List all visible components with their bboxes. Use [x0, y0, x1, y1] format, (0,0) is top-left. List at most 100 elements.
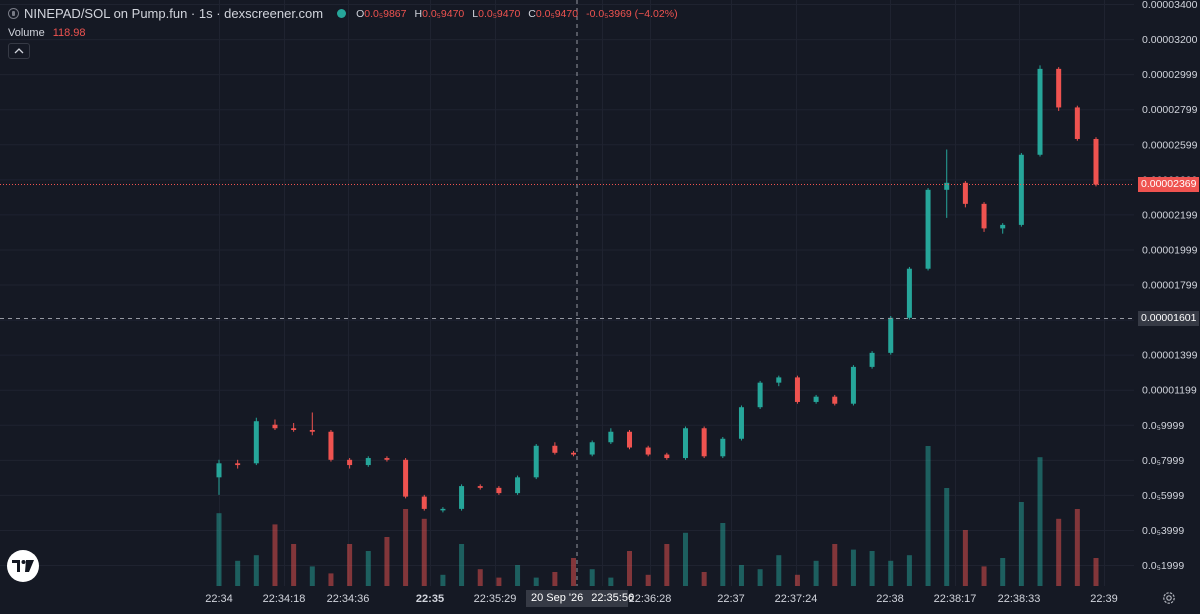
candle-body: [720, 438, 726, 457]
volume-bar: [571, 558, 577, 586]
candle-body: [925, 189, 931, 269]
volume-bar: [1074, 509, 1080, 586]
volume-bar: [421, 518, 427, 586]
candle-body: [459, 486, 465, 509]
candle-body: [627, 431, 633, 448]
candle-body: [384, 458, 390, 460]
candle-body: [272, 424, 278, 429]
time-tick-label: 22:38: [876, 593, 904, 605]
candlestick-series: [216, 65, 1099, 513]
volume-bar: [794, 574, 800, 586]
candle-body: [608, 431, 614, 443]
volume-bar: [1018, 502, 1024, 586]
candle-body: [944, 182, 950, 190]
volume-bars: [216, 446, 1099, 586]
volume-bar: [906, 555, 912, 586]
volume-bar: [664, 544, 670, 586]
candle-body: [682, 428, 688, 459]
price-tick-label: 0.00002999: [1142, 69, 1198, 81]
price-tick-label: 0.00002799: [1142, 104, 1198, 116]
crosshair-price-label: 0.00001601: [1138, 311, 1200, 326]
volume-bar: [627, 551, 633, 586]
candle-body: [1037, 68, 1043, 155]
candle-body: [291, 428, 297, 430]
price-axis[interactable]: 0.00003400 0.00003200 0.00002999 0.00002799…: [1142, 0, 1198, 572]
price-tick-label: 0.0₅3999: [1142, 525, 1184, 537]
price-tick-label: 0.0₅9999: [1142, 420, 1184, 432]
last-price-label: 0.00002369: [1138, 177, 1200, 192]
collapse-legend-button[interactable]: [8, 43, 30, 59]
volume-label: Volume: [8, 27, 45, 39]
time-tick-label: 22:37:24: [775, 593, 818, 605]
ohlc-high: H0.0₅9470: [414, 7, 465, 20]
volume-bar: [869, 551, 875, 586]
candle-body: [253, 421, 259, 464]
candle-body: [347, 459, 353, 466]
volume-bar: [645, 574, 651, 586]
volume-bar: [1093, 558, 1099, 586]
volume-bar: [888, 560, 894, 586]
volume-bar: [850, 549, 856, 586]
market-status-icon: [337, 9, 347, 18]
volume-bar: [440, 574, 446, 586]
price-tick-label: 0.00003200: [1142, 34, 1198, 46]
volume-bar: [757, 569, 763, 586]
candle-body: [776, 377, 782, 383]
candle-body: [645, 447, 651, 455]
candle-body: [1056, 68, 1062, 108]
time-tick-label: 22:38:33: [998, 593, 1041, 605]
volume-bar: [589, 569, 595, 586]
pair-coin-icon: [8, 8, 19, 19]
price-tick-label: 0.00002199: [1142, 209, 1198, 221]
price-tick-label: 0.00003400: [1142, 0, 1198, 11]
volume-bar: [216, 513, 222, 586]
time-axis[interactable]: 22:34 22:34:18 22:34:36 22:35 22:35:29 22:36:…: [205, 593, 1118, 605]
volume-bar: [813, 560, 819, 586]
candle-body: [794, 377, 800, 402]
candle-body: [515, 477, 521, 494]
chart-legend: NINEPAD/SOL on Pump.fun · 1s · dexscreen…: [8, 6, 678, 21]
volume-bar: [981, 566, 987, 586]
volume-bar: [962, 530, 968, 586]
volume-bar: [403, 509, 409, 586]
candle-body: [832, 396, 838, 404]
candle-body: [738, 407, 744, 439]
price-tick-label: 0.00001399: [1142, 350, 1198, 362]
pair-title: NINEPAD/SOL on Pump.fun · 1s · dexscreen…: [24, 6, 324, 21]
tradingview-logo-icon: [12, 560, 34, 572]
crosshair-time: 22:35:56: [591, 592, 635, 604]
volume-bar: [477, 569, 483, 586]
time-tick-label: 22:35: [416, 593, 444, 605]
time-tick-label: 22:36:28: [629, 593, 672, 605]
crosshair-time-label: 20 Sep '26 22:35:56: [526, 590, 634, 607]
candle-body: [813, 396, 819, 402]
candle-body: [552, 445, 558, 453]
volume-bar: [459, 544, 465, 586]
price-tick-label: 0.0₅1999: [1142, 560, 1184, 572]
volume-bar: [944, 488, 950, 586]
candle-body: [757, 382, 763, 408]
volume-bar: [701, 572, 707, 586]
grid-layer: [0, 0, 1134, 586]
candle-body: [1093, 138, 1099, 185]
volume-legend: Volume 118.98: [8, 27, 86, 39]
time-tick-label: 22:34: [205, 593, 233, 605]
volume-bar: [608, 577, 614, 586]
gear-icon[interactable]: [1161, 590, 1177, 606]
candle-body: [869, 352, 875, 367]
candle-body: [440, 508, 446, 511]
crosshair: [0, 0, 1134, 586]
volume-bar: [533, 577, 539, 586]
price-tick-label: 0.0₅5999: [1142, 490, 1184, 502]
price-tick-label: 0.00001799: [1142, 280, 1198, 292]
ohlc-close: C0.0₅9470: [528, 7, 579, 20]
time-tick-label: 22:38:17: [934, 593, 977, 605]
candle-body: [496, 487, 502, 494]
candle-body: [1000, 224, 1006, 229]
price-tick-label: 0.0₅7999: [1142, 455, 1184, 467]
crosshair-date: 20 Sep '26: [531, 592, 584, 604]
tradingview-logo[interactable]: [7, 550, 39, 582]
candle-body: [701, 428, 707, 457]
candle-body: [850, 366, 856, 404]
